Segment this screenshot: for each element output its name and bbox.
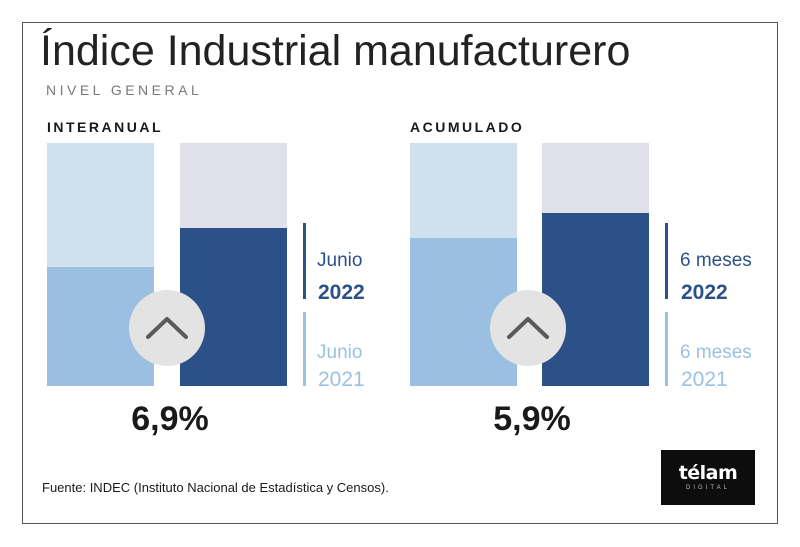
legend-marker-2021 bbox=[303, 312, 306, 386]
logo-wordmark: télam bbox=[678, 462, 738, 484]
up-arrow-badge-acumulado bbox=[490, 290, 566, 366]
panel-interanual-title: INTERANUAL bbox=[47, 119, 163, 135]
legend-marker-6m-2022 bbox=[665, 223, 668, 299]
chart-title: Índice Industrial manufacturero bbox=[40, 27, 631, 75]
chevron-up-icon bbox=[507, 317, 549, 339]
legend-year-6m-2021: 2021 bbox=[681, 368, 728, 391]
legend-year-2022: 2022 bbox=[318, 281, 365, 304]
telam-logo: télam DIGITAL bbox=[661, 450, 755, 505]
acumulado-change-value: 5,9% bbox=[493, 400, 571, 438]
up-arrow-badge bbox=[129, 290, 205, 366]
legend-label-6m-2022: 6 meses bbox=[680, 250, 752, 271]
legend-label-2021: Junio bbox=[317, 342, 363, 363]
legend-label-6m-2021: 6 meses bbox=[680, 342, 752, 363]
panel-acumulado-title: ACUMULADO bbox=[410, 119, 525, 135]
legend-marker-2022 bbox=[303, 223, 306, 299]
interanual-change-value: 6,9% bbox=[131, 400, 209, 438]
legend-year-6m-2022: 2022 bbox=[681, 281, 728, 304]
source-note: Fuente: INDEC (Instituto Nacional de Est… bbox=[42, 480, 389, 495]
legend-label-2022: Junio bbox=[317, 250, 363, 271]
logo-subtitle: DIGITAL bbox=[686, 485, 730, 491]
legend-year-2021: 2021 bbox=[318, 368, 365, 391]
bar-6-meses-2022 bbox=[542, 213, 649, 386]
chevron-up-icon bbox=[146, 317, 188, 339]
chart-subtitle: NIVEL GENERAL bbox=[46, 82, 203, 98]
legend-marker-6m-2021 bbox=[665, 312, 668, 386]
